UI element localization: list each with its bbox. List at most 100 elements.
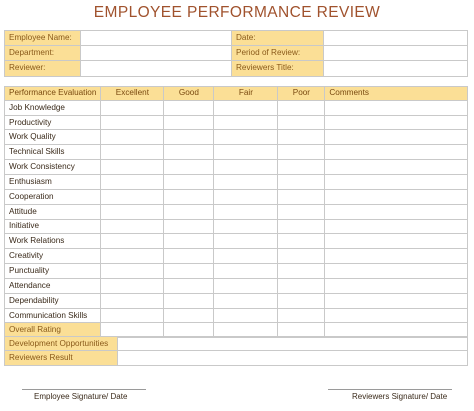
rating-fair-cell[interactable] [213,218,279,235]
rating-good-cell[interactable] [163,159,215,176]
rating-excellent-cell[interactable] [100,292,165,309]
rating-excellent-cell[interactable] [100,307,165,324]
development-opportunities-field[interactable] [117,335,468,352]
comments-cell[interactable] [324,188,468,205]
comments-cell[interactable] [324,99,468,116]
rating-good-cell[interactable] [163,277,215,294]
criterion-row: Job Knowledge [3,99,468,116]
reviewer-field[interactable] [80,60,232,77]
rating-poor-cell[interactable] [277,129,326,146]
rating-fair-cell[interactable] [213,129,279,146]
rating-excellent-cell[interactable] [100,263,165,279]
reviewers-result-field[interactable] [117,350,468,366]
rating-fair-cell[interactable] [213,263,279,279]
rating-poor-cell[interactable] [277,233,326,250]
comments-cell[interactable] [324,248,468,265]
rating-good-cell[interactable] [163,174,215,190]
rating-poor-cell[interactable] [277,292,326,309]
comments-cell[interactable] [324,129,468,146]
department-field[interactable] [80,45,232,62]
rating-fair-cell[interactable] [213,144,279,161]
rating-fair-cell[interactable] [213,248,279,265]
criterion-label: Work Relations [3,233,102,250]
development-opportunities-label: Development Opportunities [4,335,118,352]
rating-fair-cell[interactable] [213,277,279,294]
rating-excellent-cell[interactable] [100,99,165,116]
criterion-label: Job Knowledge [3,99,102,116]
rating-good-cell[interactable] [163,233,215,250]
criterion-label: Technical Skills [3,144,102,161]
comments-cell[interactable] [324,159,468,176]
criterion-row: Technical Skills [3,144,468,161]
rating-good-cell[interactable] [163,144,215,161]
comments-cell[interactable] [324,277,468,294]
comments-cell[interactable] [324,263,468,279]
rating-excellent-cell[interactable] [100,218,165,235]
employee-signature-line[interactable] [22,389,146,390]
rating-poor-cell[interactable] [277,218,326,235]
comments-cell[interactable] [324,307,468,324]
reviewer-signature-line[interactable] [328,389,452,390]
rating-fair-cell[interactable] [213,233,279,250]
rating-poor-cell[interactable] [277,263,326,279]
rating-fair-cell[interactable] [213,307,279,324]
rating-poor-cell[interactable] [277,203,326,220]
rating-good-cell[interactable] [163,307,215,324]
comments-cell[interactable] [324,218,468,235]
rating-poor-cell[interactable] [277,307,326,324]
rating-excellent-cell[interactable] [100,114,165,131]
rating-excellent-cell[interactable] [100,174,165,190]
info-row: Department: Period of Review: [4,45,468,62]
date-field[interactable] [323,29,468,47]
rating-fair-cell[interactable] [213,174,279,190]
rating-good-cell[interactable] [163,292,215,309]
rating-good-cell[interactable] [163,129,215,146]
employee-name-field[interactable] [80,29,232,47]
rating-excellent-cell[interactable] [100,129,165,146]
rating-fair-cell[interactable] [213,188,279,205]
rating-good-cell[interactable] [163,203,215,220]
rating-fair-cell[interactable] [213,99,279,116]
period-of-review-field[interactable] [323,45,468,62]
criterion-row: Productivity [3,114,468,131]
period-of-review-label: Period of Review: [231,45,324,62]
rating-poor-cell[interactable] [277,159,326,176]
rating-good-cell[interactable] [163,114,215,131]
rating-excellent-cell[interactable] [100,203,165,220]
rating-poor-cell[interactable] [277,114,326,131]
rating-poor-cell[interactable] [277,99,326,116]
comments-cell[interactable] [324,174,468,190]
criterion-row: Work Quality [3,129,468,146]
comments-cell[interactable] [324,144,468,161]
rating-fair-cell[interactable] [213,292,279,309]
comments-cell[interactable] [324,292,468,309]
rating-poor-cell[interactable] [277,144,326,161]
rating-good-cell[interactable] [163,99,215,116]
rating-fair-cell[interactable] [213,114,279,131]
rating-excellent-cell[interactable] [100,188,165,205]
rating-excellent-cell[interactable] [100,277,165,294]
rating-good-cell[interactable] [163,263,215,279]
performance-evaluation-table: Performance Evaluation Excellent Good Fa… [3,86,468,339]
criterion-label: Attendance [3,277,102,294]
reviewers-title-field[interactable] [323,60,468,77]
criterion-label: Work Consistency [3,159,102,176]
criterion-row: Dependability [3,292,468,309]
rating-poor-cell[interactable] [277,277,326,294]
comments-cell[interactable] [324,114,468,131]
rating-excellent-cell[interactable] [100,233,165,250]
rating-excellent-cell[interactable] [100,144,165,161]
rating-poor-cell[interactable] [277,188,326,205]
rating-good-cell[interactable] [163,218,215,235]
rating-poor-cell[interactable] [277,174,326,190]
rating-excellent-cell[interactable] [100,159,165,176]
rating-fair-cell[interactable] [213,159,279,176]
comments-cell[interactable] [324,233,468,250]
comments-cell[interactable] [324,203,468,220]
rating-good-cell[interactable] [163,188,215,205]
rating-poor-cell[interactable] [277,248,326,265]
rating-fair-cell[interactable] [213,203,279,220]
reviewer-signature-label: Reviewers Signature/ Date [352,392,448,401]
rating-good-cell[interactable] [163,248,215,265]
rating-excellent-cell[interactable] [100,248,165,265]
